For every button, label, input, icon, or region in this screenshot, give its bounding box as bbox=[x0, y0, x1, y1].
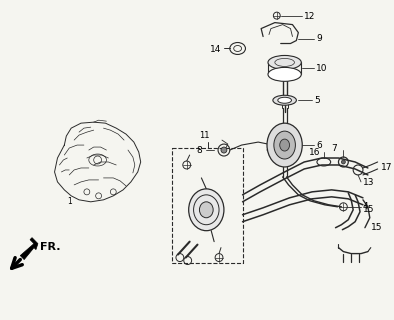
Text: 12: 12 bbox=[304, 12, 316, 21]
Text: 5: 5 bbox=[314, 96, 320, 105]
Text: 9: 9 bbox=[316, 34, 322, 43]
Text: 16: 16 bbox=[309, 148, 321, 156]
Text: 10: 10 bbox=[316, 64, 327, 73]
Text: 8: 8 bbox=[197, 146, 202, 155]
Text: 15: 15 bbox=[363, 205, 374, 214]
Bar bbox=[172, 148, 243, 262]
Polygon shape bbox=[20, 238, 38, 260]
Ellipse shape bbox=[268, 55, 301, 69]
Text: 6: 6 bbox=[316, 140, 322, 149]
Ellipse shape bbox=[278, 97, 292, 103]
Text: 4: 4 bbox=[363, 202, 368, 211]
Text: 15: 15 bbox=[371, 223, 382, 232]
Ellipse shape bbox=[280, 139, 290, 151]
Ellipse shape bbox=[189, 189, 224, 231]
Ellipse shape bbox=[268, 68, 301, 81]
Text: FR.: FR. bbox=[40, 242, 60, 252]
Text: 17: 17 bbox=[381, 164, 392, 172]
Text: 7: 7 bbox=[332, 144, 337, 153]
Text: 11: 11 bbox=[199, 131, 210, 140]
Ellipse shape bbox=[199, 202, 213, 218]
Ellipse shape bbox=[267, 123, 302, 167]
Text: 1: 1 bbox=[67, 197, 72, 206]
Circle shape bbox=[342, 160, 345, 164]
Text: 14: 14 bbox=[210, 45, 221, 54]
Text: 13: 13 bbox=[363, 179, 374, 188]
Ellipse shape bbox=[273, 95, 296, 105]
Ellipse shape bbox=[274, 131, 296, 159]
Circle shape bbox=[221, 147, 227, 153]
